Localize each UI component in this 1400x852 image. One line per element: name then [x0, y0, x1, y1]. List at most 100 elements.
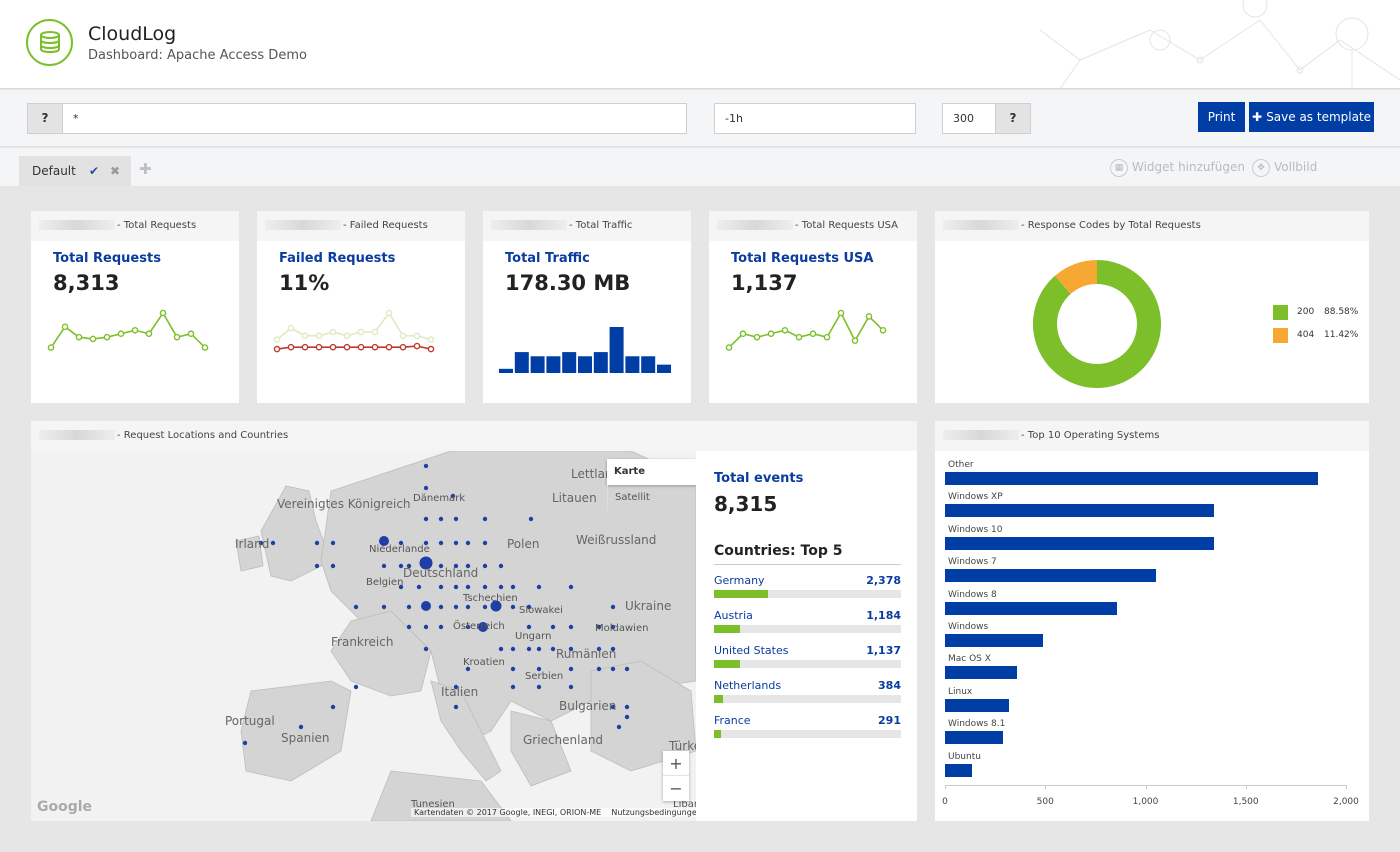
map-marker [498, 563, 504, 569]
app-title: CloudLog [88, 23, 177, 45]
add-tab-icon[interactable]: ✚ [139, 160, 152, 178]
x-tick-label: 0 [942, 797, 948, 807]
map-copyright: Kartendaten © 2017 Google, INEGI, ORION-… [414, 808, 602, 817]
map-marker [438, 563, 444, 569]
zoom-out-button[interactable]: − [669, 779, 683, 798]
map-marker [526, 646, 532, 652]
map-marker [450, 493, 456, 499]
map-marker [453, 584, 459, 590]
map-marker [381, 563, 387, 569]
map-marker-large [421, 601, 431, 611]
map-marker [423, 485, 429, 491]
fullscreen-button[interactable]: ✥ Vollbild [1252, 158, 1317, 177]
google-logo: Google [37, 799, 93, 815]
sparkline-point [315, 332, 323, 340]
map-label: Tschechien [463, 593, 518, 604]
os-bar [945, 731, 1004, 745]
country-name: United States [714, 644, 789, 657]
widget-header: - Response Codes by Total Requests [935, 211, 1369, 241]
map-marker [453, 704, 459, 710]
map-label: Portugal [225, 714, 275, 728]
map-marker-layer [242, 463, 630, 746]
country-bar-fill [714, 590, 769, 598]
sparkline-point [61, 323, 69, 331]
close-icon[interactable]: ✖ [110, 164, 121, 178]
map-label: Irland [235, 537, 270, 551]
sparkline-point [89, 335, 97, 343]
map-marker [610, 666, 616, 672]
print-button[interactable]: Print [1198, 102, 1245, 132]
sparkline-point [427, 345, 435, 353]
map-marker [482, 516, 488, 522]
sparkline-point [385, 309, 393, 317]
map-label: Rumänien [556, 647, 617, 661]
widget-header: - Total Requests [31, 211, 239, 241]
mini-bar-chart [499, 327, 671, 373]
map-label: Kroatien [463, 657, 505, 668]
sparkline-point [329, 328, 337, 336]
time-range-input[interactable]: -1h [714, 103, 916, 134]
sparkline-point [371, 328, 379, 336]
save-template-button[interactable]: ✚ Save as template [1249, 102, 1374, 132]
add-widget-button[interactable]: ▦ Widget hinzufügen [1110, 158, 1245, 177]
sparkline-point [287, 324, 295, 332]
kpi-value: 1,137 [731, 271, 798, 295]
map-marker [616, 724, 622, 730]
kpi-value: 8,313 [53, 271, 120, 295]
sparkline-point [47, 344, 55, 351]
limit-help-button[interactable]: ? [995, 103, 1031, 134]
map-label: Libanon [673, 799, 696, 810]
map-label: Belgien [366, 577, 404, 588]
sparkline-point [851, 337, 859, 344]
map-marker [510, 684, 516, 690]
widget-header: - Total Traffic [483, 211, 691, 241]
tab-default[interactable]: Default ✔ ✖ [19, 156, 131, 186]
limit-input[interactable]: 300 [942, 103, 996, 134]
sparkline-point [725, 344, 733, 351]
map-terms-link[interactable]: Nutzungsbedingungen [611, 808, 696, 817]
sparkline-point [781, 326, 789, 334]
map-label: Niederlande [369, 544, 430, 555]
widget-top-operating-systems: - Top 10 Operating Systems Other Windows … [935, 421, 1369, 821]
map-marker [438, 516, 444, 522]
map-label: Bulgarien [559, 699, 617, 713]
map-marker [416, 584, 422, 590]
map-mode-satellit[interactable]: Satellit [607, 485, 657, 511]
query-help-button[interactable]: ? [27, 103, 63, 134]
map-marker [438, 624, 444, 630]
country-bar-track [714, 660, 901, 668]
map-marker [482, 604, 488, 610]
europe-map[interactable]: Vereinigtes Königreich Irland Dänemark L… [31, 451, 696, 821]
legend-value-200: 88.58% [1324, 307, 1359, 317]
zoom-in-button[interactable]: + [663, 751, 689, 776]
sparkline-point [201, 344, 209, 351]
dashboard-tabs: Default ✔ ✖ ✚ ▦ Widget hinzufügen ✥ Vollbi… [0, 148, 1400, 186]
tab-label: Default [32, 164, 76, 178]
sparkline-point [343, 343, 351, 351]
map-marker [482, 540, 488, 546]
os-bar [945, 601, 1118, 615]
map-marker [610, 624, 616, 630]
traffic-bar [530, 356, 545, 373]
map-marker [568, 666, 574, 672]
check-icon[interactable]: ✔ [89, 164, 100, 178]
query-input[interactable]: * [62, 103, 687, 134]
widget-header: - Failed Requests [257, 211, 465, 241]
map-label: Türkei [669, 739, 696, 753]
country-name: Netherlands [714, 679, 782, 692]
map-marker [453, 563, 459, 569]
map-marker [406, 624, 412, 630]
map-marker [423, 624, 429, 630]
map-marker [528, 516, 534, 522]
country-row: United States 1,137 [714, 644, 901, 674]
country-bar-fill [714, 730, 721, 738]
map-marker [465, 604, 471, 610]
country-count: 2,378 [866, 574, 901, 587]
sparkline-point [399, 332, 407, 340]
map-marker [406, 563, 412, 569]
traffic-bar [609, 327, 624, 373]
map-mode-karte[interactable]: Karte [614, 466, 645, 477]
sparkline-point [301, 332, 309, 340]
map-label: Slowakei [519, 605, 563, 616]
country-bar-fill [714, 660, 741, 668]
